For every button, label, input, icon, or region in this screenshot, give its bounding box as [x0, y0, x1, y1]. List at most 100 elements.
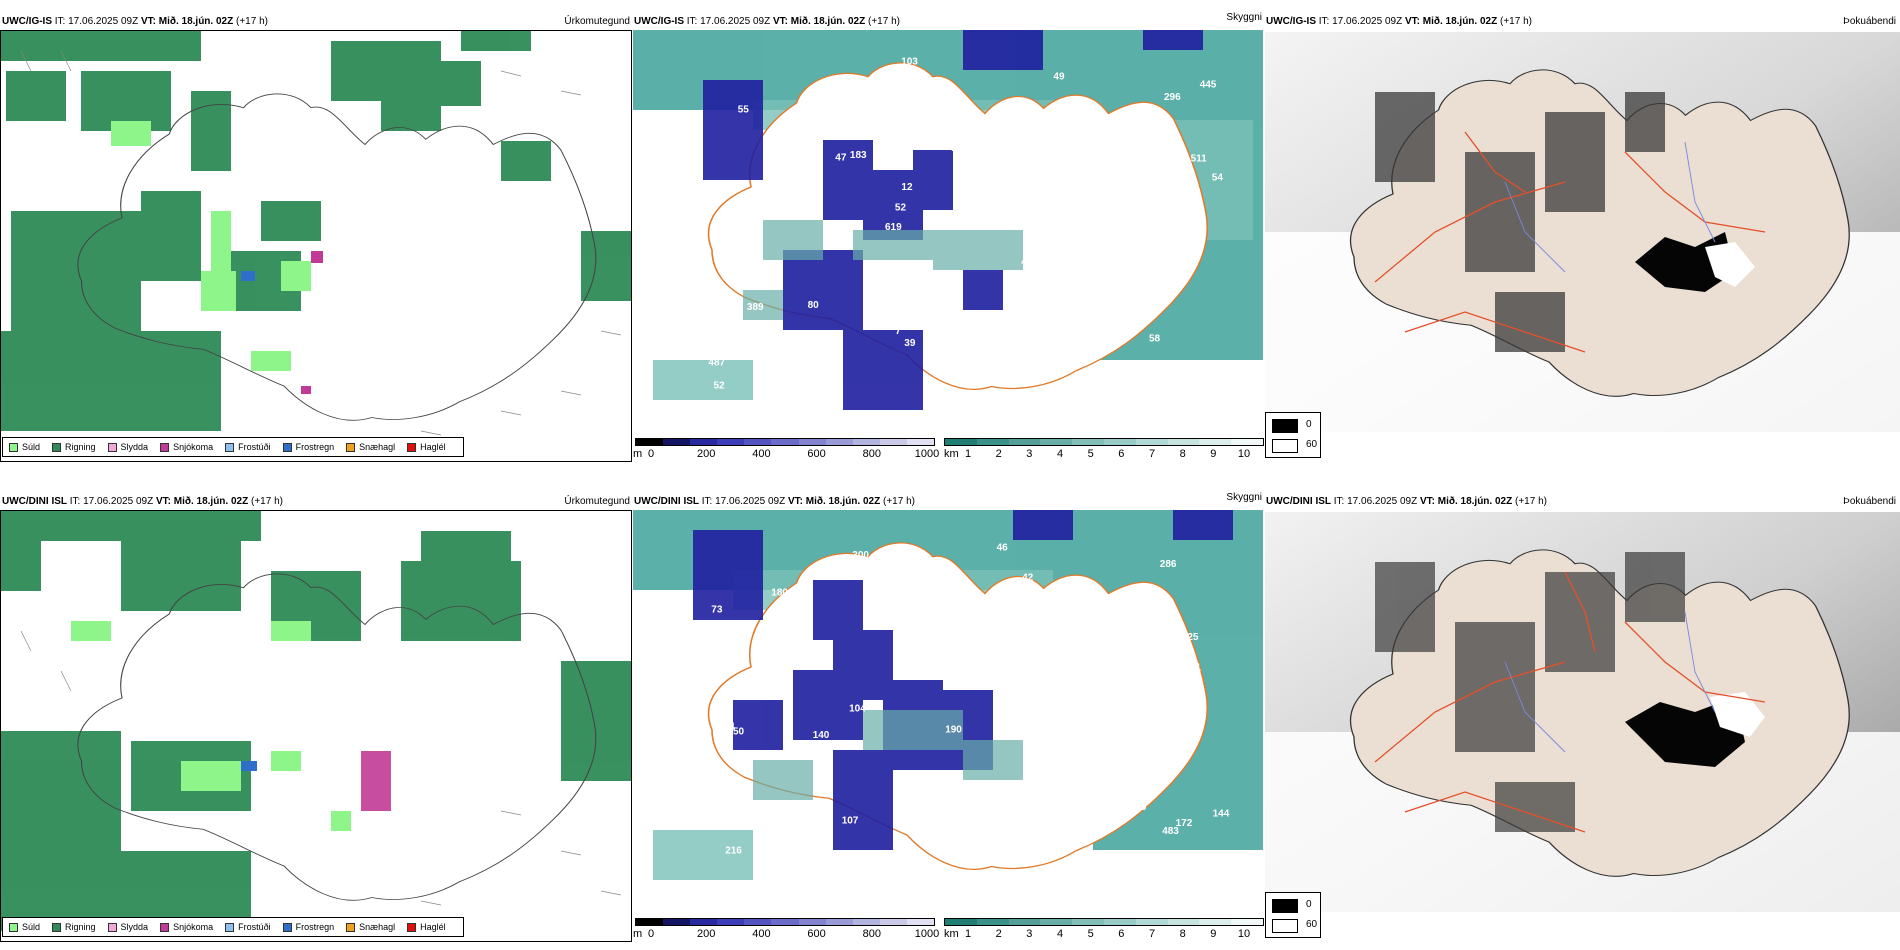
colorbar-swatch	[636, 439, 664, 445]
cloud-header-1: UWC/IG-IS IT: 17.06.2025 09Z VT: Mið. 18…	[632, 12, 1264, 30]
legend-swatch	[282, 442, 292, 452]
precip-title: Úrkomutegund	[564, 496, 630, 507]
lead-time: (+17 h)	[236, 16, 268, 27]
fog-title: Þokuábendi	[1843, 16, 1896, 27]
cloud-base-label: 77	[1065, 674, 1077, 685]
cloud-base-label: 120	[1133, 119, 1150, 130]
legend-label: Snjókoma	[173, 442, 214, 452]
legend-label: Snjókoma	[173, 922, 214, 932]
cloud-base-label: 105	[846, 871, 863, 882]
colorbar-swatch	[690, 919, 718, 925]
cloud-base-label: 55	[738, 105, 750, 116]
cloud-base-label: 93	[756, 379, 768, 390]
vt-value: Mið. 18.jún. 02Z	[1437, 496, 1513, 507]
legend-swatch	[407, 922, 417, 932]
it-label: IT:	[701, 496, 713, 507]
precip-map-1[interactable]	[0, 30, 632, 462]
cloud-base-label: 126	[1130, 802, 1147, 813]
vis-unit: km	[944, 928, 959, 940]
lead-time: (+17 h)	[1515, 496, 1547, 507]
it-value: 17.06.2025 09Z	[700, 16, 771, 27]
it-label: IT:	[54, 16, 66, 27]
cloud-base-label: 511	[1191, 154, 1208, 165]
colorbar-swatch	[744, 439, 772, 445]
cloud-base-label: 75	[779, 166, 791, 177]
colorbar-swatch	[976, 919, 1009, 925]
legend-item: Rigning	[52, 442, 96, 452]
cloud-base-label: 172	[1176, 818, 1193, 829]
colorbar-tick-label: 2	[995, 448, 1002, 460]
legend-label: Súld	[22, 442, 41, 452]
vis-unit: km	[944, 448, 959, 460]
model-name: UWC/IG-IS	[2, 16, 52, 27]
vt-label: VT:	[140, 16, 156, 27]
cloud-base-label: 97	[1155, 373, 1167, 384]
legend-label: Snæhagl	[359, 922, 396, 932]
legend-item: Snjókoma	[160, 922, 213, 932]
fog-legend-2: 0 60	[1265, 892, 1321, 938]
lead-time: (+17 h)	[1500, 16, 1532, 27]
cloud-title: Skyggni	[1226, 492, 1262, 503]
cloud-base-label: 140	[813, 730, 830, 741]
colorbar-tick-label: 600	[807, 448, 826, 460]
colorbar-tick-label: 1	[964, 448, 972, 460]
legend-item: Haglél	[407, 922, 446, 932]
colorbar-swatch	[945, 919, 977, 925]
legend-swatch	[407, 442, 417, 452]
vt-label: VT:	[1419, 496, 1435, 507]
legend-label: Slydda	[120, 442, 149, 452]
height-unit: m	[633, 448, 643, 460]
legend-item: Frostúði	[225, 922, 271, 932]
colorbar-tick-label: 0	[647, 448, 655, 460]
cloud-base-label: 49	[1053, 72, 1065, 83]
it-label: IT:	[69, 496, 81, 507]
cloud-base-label: 180	[771, 588, 788, 599]
cloud-base-label: 389	[747, 302, 764, 313]
height-colorbar-1: m 0 200 400 600 800 1000	[633, 438, 939, 466]
cloud-base-label: 51	[955, 393, 967, 404]
colorbar-swatch	[717, 439, 745, 445]
legend-item: Slydda	[107, 442, 149, 452]
precip-map-2[interactable]	[0, 510, 632, 942]
fog-legend-1: 0 60	[1265, 412, 1321, 458]
fog-map-2[interactable]	[1265, 512, 1900, 912]
cloud-base-label: 39	[1056, 255, 1068, 266]
legend-swatch	[9, 922, 18, 932]
precip-header-1: UWC/IG-IS IT: 17.06.2025 09Z VT: Mið. 18…	[0, 14, 632, 30]
row-2: UWC/DINI ISL IT: 17.06.2025 09Z VT: Mið.…	[0, 480, 1900, 950]
legend-item: Snjókoma	[160, 442, 213, 452]
vt-value: Mið. 18.jún. 02Z	[805, 496, 881, 507]
precip-map-svg	[1, 511, 631, 931]
height-bar-boxes	[635, 438, 935, 446]
cloud-map-2[interactable]: 126 225 172 293 216 300 275 107 286 264 131 73 128 16…	[633, 510, 1263, 910]
colorbar-tick-label: 9	[1210, 448, 1217, 460]
cloud-base-label: 58	[972, 183, 984, 194]
colorbar-swatch	[1103, 919, 1136, 925]
colorbar-swatch	[771, 919, 799, 925]
model-name: UWC/DINI ISL	[2, 496, 67, 507]
colorbar-swatch	[852, 919, 880, 925]
legend-item: Súld	[9, 442, 40, 452]
cloud-base-label: 487	[708, 357, 725, 368]
colorbar-swatch	[945, 439, 977, 445]
fog-swatch-60	[1272, 919, 1298, 933]
colorbar-tick-label: 400	[752, 448, 771, 460]
cloud-base-label: 286	[1160, 559, 1177, 570]
cloud-base-label: 619	[885, 222, 902, 233]
colorbar-swatch	[852, 439, 880, 445]
colorbar-swatch	[690, 439, 718, 445]
fog-swatch-0	[1272, 899, 1298, 913]
cloud-map-1[interactable]: 97 95 296 619 675 93 277 278 389 183 487 311 72 63 15 5…	[633, 30, 1263, 430]
colorbar-swatch	[663, 919, 691, 925]
cloud-base-label: 54	[1212, 172, 1224, 183]
colorbar-tick-label: 8	[1179, 928, 1186, 940]
cloud-base-label: 62	[1110, 850, 1122, 861]
fog-map-1[interactable]	[1265, 32, 1900, 432]
cloud-base-label: 46	[919, 806, 931, 817]
legend-item: Rigning	[52, 922, 96, 932]
colorbar-tick-label: 6	[1118, 928, 1125, 940]
cloud-base-label: 7	[895, 326, 901, 337]
colorbar-swatch	[1008, 919, 1041, 925]
colorbar-tick-label: 6	[1118, 448, 1125, 460]
colorbar-tick-label: 10	[1237, 448, 1251, 460]
